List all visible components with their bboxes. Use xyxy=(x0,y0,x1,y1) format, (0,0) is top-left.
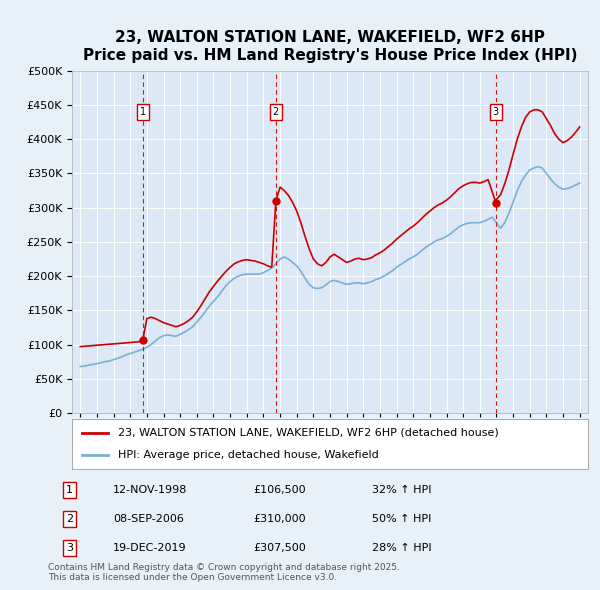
Text: £310,000: £310,000 xyxy=(253,514,306,524)
Text: 1: 1 xyxy=(140,107,146,117)
Text: 50% ↑ HPI: 50% ↑ HPI xyxy=(372,514,431,524)
Title: 23, WALTON STATION LANE, WAKEFIELD, WF2 6HP
Price paid vs. HM Land Registry's Ho: 23, WALTON STATION LANE, WAKEFIELD, WF2 … xyxy=(83,30,577,63)
Text: Contains HM Land Registry data © Crown copyright and database right 2025.
This d: Contains HM Land Registry data © Crown c… xyxy=(48,563,400,582)
Text: 08-SEP-2006: 08-SEP-2006 xyxy=(113,514,184,524)
Text: 19-DEC-2019: 19-DEC-2019 xyxy=(113,543,187,553)
Text: 2: 2 xyxy=(273,107,279,117)
Text: 1: 1 xyxy=(66,485,73,495)
Text: 23, WALTON STATION LANE, WAKEFIELD, WF2 6HP (detached house): 23, WALTON STATION LANE, WAKEFIELD, WF2 … xyxy=(118,428,499,438)
Text: 3: 3 xyxy=(66,543,73,553)
Text: £307,500: £307,500 xyxy=(253,543,306,553)
Text: 28% ↑ HPI: 28% ↑ HPI xyxy=(372,543,431,553)
Text: 3: 3 xyxy=(493,107,499,117)
Text: 2: 2 xyxy=(66,514,73,524)
Text: £106,500: £106,500 xyxy=(253,485,306,495)
Text: 32% ↑ HPI: 32% ↑ HPI xyxy=(372,485,431,495)
Text: 12-NOV-1998: 12-NOV-1998 xyxy=(113,485,187,495)
Text: HPI: Average price, detached house, Wakefield: HPI: Average price, detached house, Wake… xyxy=(118,450,379,460)
